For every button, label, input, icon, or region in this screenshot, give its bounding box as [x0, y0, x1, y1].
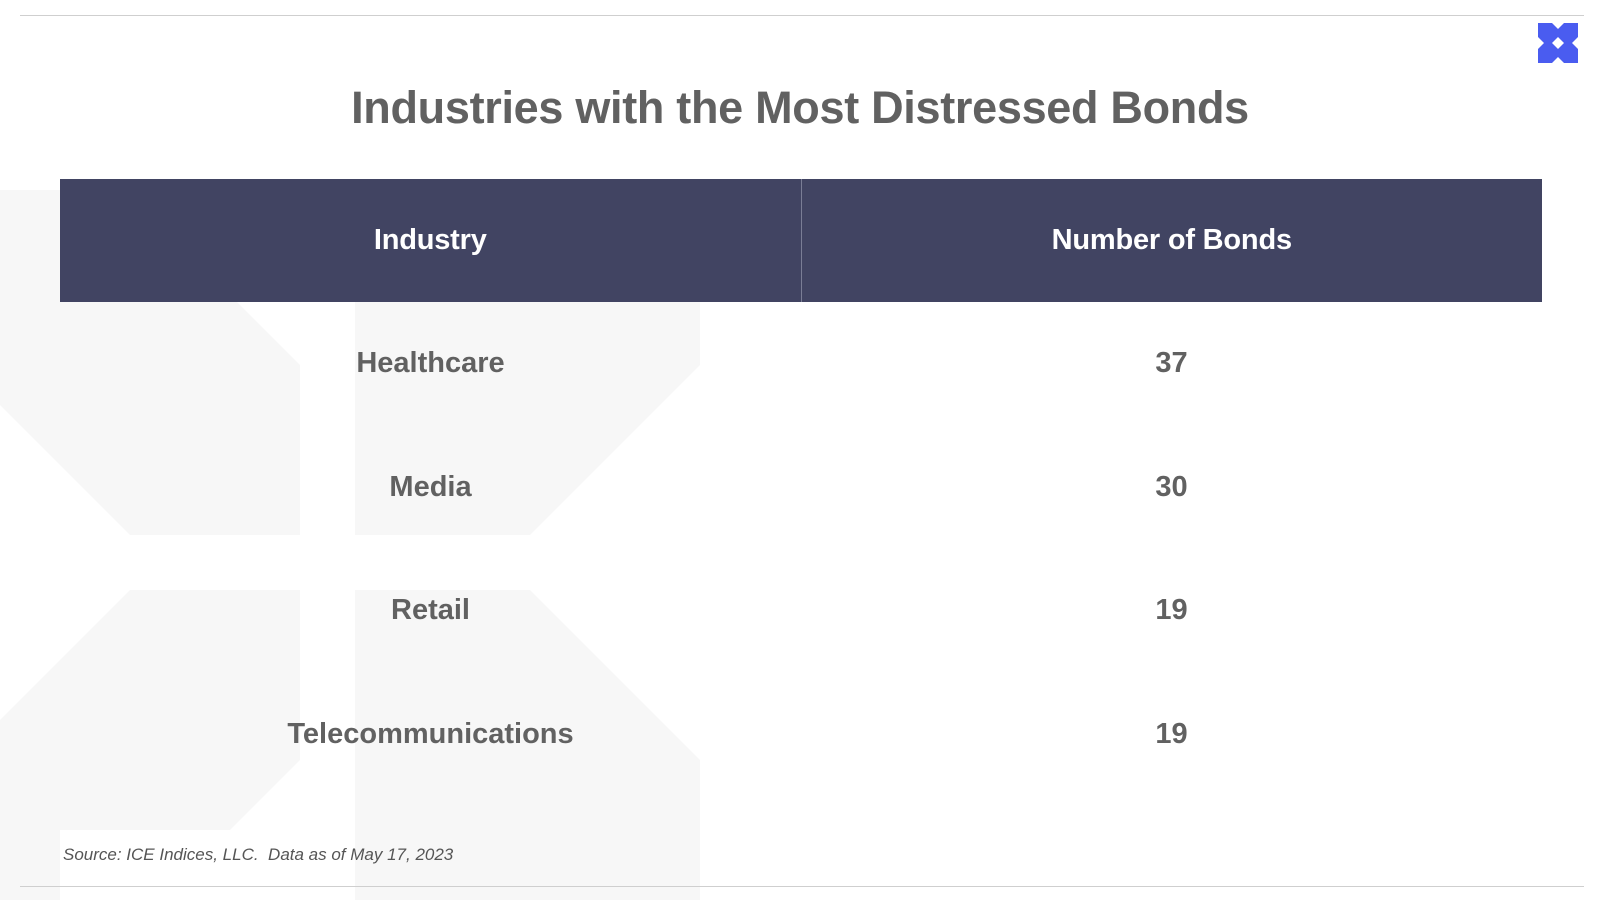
table-header-row: Industry Number of Bonds: [60, 179, 1542, 302]
bond-count-cell: 19: [1155, 717, 1188, 750]
table-row: Healthcare 37: [60, 302, 1542, 426]
bond-count-cell: 19: [1155, 594, 1188, 627]
industry-cell: Telecommunications: [287, 717, 574, 750]
column-header-number-of-bonds: Number of Bonds: [801, 179, 1542, 302]
table-row: Retail 19: [60, 549, 1542, 673]
column-header-industry: Industry: [60, 179, 802, 302]
x-cross-watermark: [0, 190, 700, 900]
bond-count-cell: 30: [1155, 470, 1188, 503]
table-row: Media 30: [60, 426, 1542, 550]
industry-cell: Media: [389, 470, 472, 503]
bonds-table: Industry Number of Bonds Healthcare 37 M…: [60, 179, 1542, 796]
industry-cell: Healthcare: [356, 347, 505, 380]
bond-count-cell: 37: [1155, 347, 1188, 380]
source-note: Source: ICE Indices, LLC. Data as of May…: [63, 845, 454, 864]
top-divider: [20, 15, 1584, 16]
page-title: Industries with the Most Distressed Bond…: [351, 82, 1249, 133]
industry-cell: Retail: [391, 594, 470, 627]
table-row: Telecommunications 19: [60, 673, 1542, 797]
bottom-divider: [20, 886, 1584, 887]
x-cross-logo-icon: [1538, 23, 1578, 63]
